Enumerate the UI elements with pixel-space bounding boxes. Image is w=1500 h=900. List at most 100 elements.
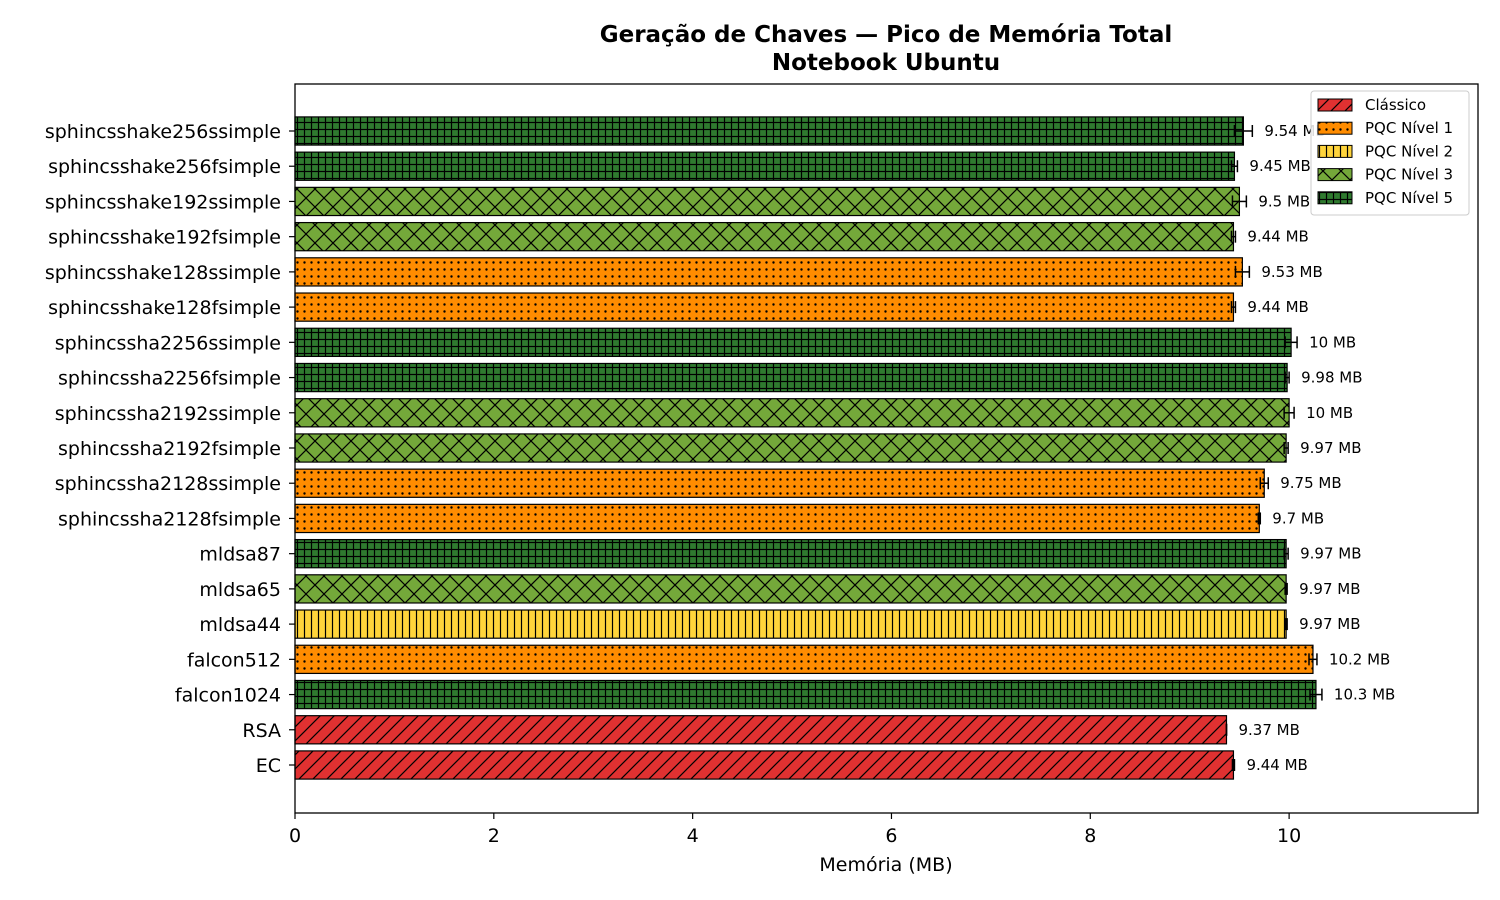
bar-group-mldsa65: 9.97 MB [294, 574, 1361, 604]
x-axis-label: Memória (MB) [819, 854, 952, 876]
bar-group-sphincssha2192ssimple: 10 MB [294, 398, 1353, 428]
error-bar-falcon512 [1308, 653, 1318, 666]
bar-group-sphincsshake256fsimple: 9.45 MB [294, 151, 1311, 181]
x-tick-label-0: 0 [289, 825, 301, 847]
error-bar-sphincsshake128fsimple [1230, 301, 1237, 314]
bar-sphincssha2192fsimple [294, 433, 1287, 463]
value-label-mldsa87: 9.97 MB [1300, 545, 1361, 563]
legend-item-classic: Clássico [1317, 96, 1426, 114]
bar-group-sphincssha2128ssimple: 9.75 MB [294, 468, 1342, 498]
legend-swatch-l5 [1317, 191, 1353, 205]
x-tick-label-2: 2 [488, 825, 500, 847]
error-bar-sphincssha2192ssimple [1283, 406, 1295, 419]
bar-sphincsshake192fsimple [294, 221, 1235, 252]
x-axis: 0 2 4 6 8 10 [289, 813, 1301, 847]
y-tick-label-sphincsshake192fsimple: sphincsshake192fsimple [48, 227, 281, 249]
bar-group-sphincsshake192ssimple: 9.5 MB [294, 186, 1310, 217]
y-tick-label-sphincssha2128ssimple: sphincssha2128ssimple [55, 473, 281, 495]
bars-layer: 9.54 MB 9.45 MB 9.5 MB 9.44 MB 9.53 MB 9.44 M… [294, 116, 1395, 780]
bar-group-falcon1024: 10.3 MB [294, 679, 1395, 710]
y-tick-label-sphincsshake256ssimple: sphincsshake256ssimple [45, 121, 281, 143]
value-label-sphincssha2128ssimple: 9.75 MB [1280, 474, 1341, 492]
error-bar-sphincssha2256fsimple [1284, 371, 1290, 384]
error-bar-sphincssha2256ssimple [1284, 336, 1298, 349]
bar-group-sphincsshake128fsimple: 9.44 MB [294, 292, 1309, 322]
bar-mldsa44 [294, 609, 1287, 639]
legend-label-l1: PQC Nível 1 [1365, 119, 1453, 137]
bar-group-mldsa87: 9.97 MB [294, 538, 1362, 569]
bar-group-sphincssha2256fsimple: 9.98 MB [294, 362, 1363, 393]
error-bar-EC [1231, 759, 1236, 771]
value-label-sphincssha2256fsimple: 9.98 MB [1301, 369, 1362, 387]
value-label-sphincsshake192fsimple: 9.44 MB [1247, 228, 1308, 246]
legend-item-l3: PQC Nível 3 [1317, 166, 1453, 184]
value-label-sphincsshake128fsimple: 9.44 MB [1247, 298, 1308, 316]
bar-RSA [294, 715, 1228, 745]
y-tick-label-sphincssha2128fsimple: sphincssha2128fsimple [58, 508, 281, 530]
value-label-sphincssha2192fsimple: 9.97 MB [1300, 439, 1361, 457]
error-bar-sphincssha2128ssimple [1259, 477, 1269, 490]
value-label-mldsa44: 9.97 MB [1299, 615, 1360, 633]
value-label-mldsa65: 9.97 MB [1299, 580, 1360, 598]
bar-group-sphincssha2192fsimple: 9.97 MB [294, 433, 1362, 463]
y-tick-label-sphincssha2192fsimple: sphincssha2192fsimple [58, 438, 281, 460]
x-tick-label-6: 6 [885, 825, 897, 847]
value-label-sphincsshake256ssimple: 9.54 MB [1264, 122, 1325, 140]
y-tick-label-RSA: RSA [242, 720, 281, 742]
bar-sphincssha2192ssimple [294, 398, 1290, 428]
legend-label-l5: PQC Nível 5 [1365, 189, 1453, 207]
bar-group-sphincssha2256ssimple: 10 MB [294, 327, 1356, 358]
bar-group-sphincsshake128ssimple: 9.53 MB [294, 257, 1323, 287]
chart-title: Geração de Chaves — Pico de Memória Tota… [600, 22, 1173, 48]
bar-falcon512 [294, 644, 1314, 675]
plot-frame [294, 83, 1479, 814]
error-bar-falcon1024 [1309, 688, 1323, 701]
value-label-sphincssha2128fsimple: 9.7 MB [1272, 509, 1324, 527]
legend-label-l3: PQC Nível 3 [1365, 166, 1453, 184]
y-tick-label-EC: EC [256, 755, 281, 777]
y-tick-label-sphincsshake128ssimple: sphincsshake128ssimple [45, 262, 281, 284]
y-tick-label-sphincsshake256fsimple: sphincsshake256fsimple [48, 156, 281, 178]
legend: Clássico PQC Nível 1 PQC Nível 2 PQC Nível … [1310, 90, 1470, 216]
bar-sphincsshake256fsimple [294, 151, 1236, 181]
legend-swatch-l2 [1317, 144, 1353, 158]
bar-group-EC: 9.44 MB [294, 750, 1308, 780]
error-bar-mldsa65 [1284, 582, 1288, 595]
x-tick-label-10: 10 [1277, 825, 1301, 847]
value-label-falcon512: 10.2 MB [1329, 650, 1390, 668]
y-tick-label-sphincssha2192ssimple: sphincssha2192ssimple [55, 403, 281, 425]
bar-sphincsshake192ssimple [294, 186, 1241, 217]
bar-sphincssha2256fsimple [294, 362, 1288, 393]
y-tick-label-falcon1024: falcon1024 [175, 685, 281, 707]
bar-group-mldsa44: 9.97 MB [294, 609, 1361, 639]
error-bar-mldsa87 [1283, 547, 1289, 560]
y-tick-labels: sphincsshake256ssimple sphincsshake256fsi… [45, 121, 295, 777]
y-tick-label-sphincssha2256fsimple: sphincssha2256fsimple [58, 368, 281, 390]
value-label-sphincsshake192ssimple: 9.5 MB [1258, 192, 1310, 210]
bar-sphincsshake256ssimple [294, 116, 1244, 146]
value-label-sphincsshake128ssimple: 9.53 MB [1261, 263, 1322, 281]
y-tick-label-falcon512: falcon512 [187, 649, 281, 671]
legend-label-l2: PQC Nível 2 [1365, 142, 1453, 160]
legend-item-l2: PQC Nível 2 [1317, 142, 1453, 160]
y-tick-label-sphincssha2256ssimple: sphincssha2256ssimple [55, 332, 281, 354]
bar-sphincsshake128ssimple [294, 257, 1243, 287]
y-tick-label-sphincsshake128fsimple: sphincsshake128fsimple [48, 297, 281, 319]
value-label-sphincsshake256fsimple: 9.45 MB [1249, 157, 1310, 175]
error-bar-mldsa44 [1284, 618, 1288, 631]
bar-falcon1024 [294, 679, 1317, 710]
chart-subtitle: Notebook Ubuntu [772, 50, 1000, 76]
bar-sphincssha2256ssimple [294, 327, 1292, 358]
error-bar-sphincssha2128fsimple [1257, 512, 1262, 525]
bar-group-sphincsshake192fsimple: 9.44 MB [294, 221, 1309, 252]
bar-group-falcon512: 10.2 MB [294, 644, 1390, 675]
bar-mldsa87 [294, 538, 1287, 569]
bar-sphincsshake128fsimple [294, 292, 1235, 322]
value-label-sphincssha2192ssimple: 10 MB [1306, 404, 1353, 422]
value-label-RSA: 9.37 MB [1238, 721, 1299, 739]
error-bar-sphincssha2192fsimple [1283, 442, 1289, 454]
error-bar-sphincsshake256fsimple [1230, 160, 1239, 173]
legend-swatch-classic [1317, 98, 1353, 112]
y-tick-label-mldsa87: mldsa87 [199, 544, 281, 566]
